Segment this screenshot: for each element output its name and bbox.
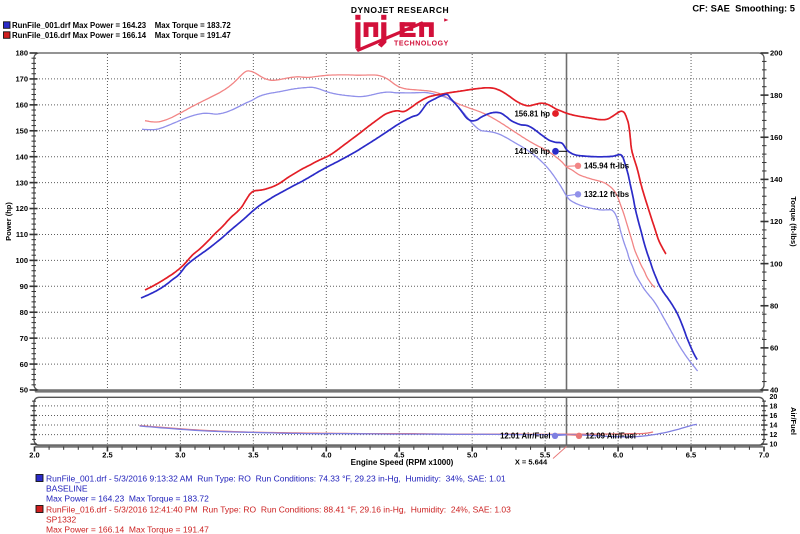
svg-text:X = 5.644: X = 5.644 [515, 458, 548, 467]
svg-text:90: 90 [20, 282, 28, 291]
svg-text:Power (hp): Power (hp) [4, 202, 13, 241]
svg-text:6.0: 6.0 [613, 451, 623, 460]
svg-text:20: 20 [770, 394, 778, 401]
svg-text:120: 120 [770, 217, 783, 226]
svg-text:12.09 Air/Fuel: 12.09 Air/Fuel [586, 432, 636, 441]
svg-text:DYNOJET RESEARCH: DYNOJET RESEARCH [351, 5, 449, 15]
svg-text:12: 12 [770, 432, 778, 439]
svg-text:RunFile_001.drf Max Power = 16: RunFile_001.drf Max Power = 164.23 Max T… [12, 21, 231, 30]
svg-text:CF: SAE Smoothing: 5: CF: SAE Smoothing: 5 [692, 3, 795, 14]
svg-text:Engine Speed (RPM x1000): Engine Speed (RPM x1000) [351, 458, 454, 467]
svg-text:2.5: 2.5 [102, 451, 112, 460]
svg-text:3.0: 3.0 [175, 451, 185, 460]
svg-text:6.5: 6.5 [686, 451, 696, 460]
svg-text:TECHNOLOGY: TECHNOLOGY [394, 41, 449, 48]
svg-text:200: 200 [770, 49, 783, 58]
svg-text:140: 140 [770, 175, 783, 184]
svg-text:160: 160 [770, 133, 783, 142]
svg-text:RunFile_016.drf - 5/3/2016 12:: RunFile_016.drf - 5/3/2016 12:41:40 PM R… [46, 505, 511, 515]
svg-text:141.96 hp: 141.96 hp [514, 147, 550, 156]
svg-text:150: 150 [15, 127, 28, 136]
svg-text:80: 80 [20, 308, 28, 317]
svg-text:40: 40 [770, 386, 778, 395]
svg-text:160: 160 [15, 101, 28, 110]
svg-text:RunFile_016.drf Max Power = 16: RunFile_016.drf Max Power = 166.14 Max T… [12, 31, 231, 40]
svg-text:4.0: 4.0 [321, 451, 331, 460]
svg-text:60: 60 [20, 360, 28, 369]
svg-text:Max Power = 164.23 Max Torque: Max Power = 164.23 Max Torque = 183.72 [46, 494, 209, 504]
svg-text:140: 140 [15, 152, 28, 161]
svg-text:110: 110 [16, 230, 28, 239]
svg-text:5.5: 5.5 [540, 451, 550, 460]
svg-text:10: 10 [770, 442, 778, 449]
svg-text:100: 100 [15, 256, 28, 265]
svg-text:80: 80 [770, 301, 778, 310]
svg-text:145.94 ft-lbs: 145.94 ft-lbs [584, 162, 630, 171]
svg-text:14: 14 [770, 423, 778, 430]
svg-text:3.5: 3.5 [248, 451, 258, 460]
svg-text:7.0: 7.0 [759, 451, 769, 460]
svg-text:4.5: 4.5 [394, 451, 404, 460]
svg-text:130: 130 [15, 178, 28, 187]
svg-text:132.12 ft-lbs: 132.12 ft-lbs [584, 190, 630, 199]
svg-text:12.01 Air/Fuel: 12.01 Air/Fuel [500, 432, 550, 441]
svg-text:60: 60 [770, 344, 778, 353]
svg-text:BASELINE: BASELINE [46, 484, 88, 494]
svg-text:2.0: 2.0 [29, 451, 39, 460]
svg-text:50: 50 [20, 386, 28, 395]
svg-text:RunFile_001.drf - 5/3/2016 9:1: RunFile_001.drf - 5/3/2016 9:13:32 AM Ru… [46, 474, 506, 484]
svg-text:Air/Fuel: Air/Fuel [789, 407, 798, 435]
svg-text:120: 120 [15, 204, 28, 213]
svg-text:5.0: 5.0 [467, 451, 477, 460]
svg-text:SP1332: SP1332 [46, 515, 77, 525]
svg-text:Max Power = 166.14 Max Torque: Max Power = 166.14 Max Torque = 191.47 [46, 525, 209, 534]
svg-text:70: 70 [20, 334, 28, 343]
svg-text:170: 170 [15, 75, 28, 84]
svg-text:180: 180 [15, 49, 28, 58]
svg-text:Torque (ft-lbs): Torque (ft-lbs) [789, 196, 798, 247]
svg-text:180: 180 [770, 91, 783, 100]
svg-text:18: 18 [770, 403, 778, 410]
svg-text:156.81 hp: 156.81 hp [514, 109, 550, 118]
svg-text:100: 100 [770, 259, 783, 268]
svg-text:16: 16 [770, 413, 778, 420]
